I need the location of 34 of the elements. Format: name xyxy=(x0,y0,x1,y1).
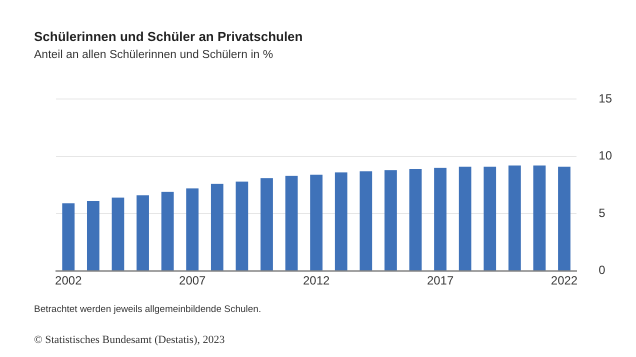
bar xyxy=(409,168,422,270)
bar xyxy=(236,182,248,270)
y-tick-label: 0 xyxy=(598,263,606,278)
bar xyxy=(334,172,348,270)
bar xyxy=(161,192,174,270)
bar xyxy=(86,201,100,270)
bar xyxy=(484,166,496,270)
bar xyxy=(360,171,372,270)
bar xyxy=(285,176,298,270)
x-tick-label: 2007 xyxy=(179,273,206,288)
y-tick-label: 5 xyxy=(598,206,606,220)
bar xyxy=(458,166,472,270)
bar xyxy=(558,166,570,270)
chart-title: Schülerinnen und Schüler an Privatschulen xyxy=(34,29,303,44)
y-tick-label: 15 xyxy=(598,92,612,106)
bar xyxy=(136,195,149,270)
bar xyxy=(533,166,546,270)
bar xyxy=(310,174,323,270)
bar xyxy=(210,184,224,270)
x-tick-label: 2002 xyxy=(55,273,82,288)
bar xyxy=(186,188,199,270)
bar xyxy=(62,203,75,270)
x-tick-label: 2017 xyxy=(426,273,454,288)
bar xyxy=(508,166,521,270)
bar xyxy=(384,170,397,270)
chart-subtitle: Anteil an allen Schülerinnen und Schülern in % xyxy=(34,49,274,61)
bar xyxy=(260,178,273,270)
text: Betrachtet werden jeweils allgemeinbildende Schulen. xyxy=(34,304,262,315)
bar xyxy=(434,168,446,270)
bar xyxy=(112,198,124,270)
x-tick-label: 2022 xyxy=(550,273,578,288)
x-tick-label: 2012 xyxy=(302,273,330,288)
text: © Statistisches Bundesamt (Destatis), 2023 xyxy=(34,334,225,346)
y-tick-label: 10 xyxy=(598,148,612,163)
